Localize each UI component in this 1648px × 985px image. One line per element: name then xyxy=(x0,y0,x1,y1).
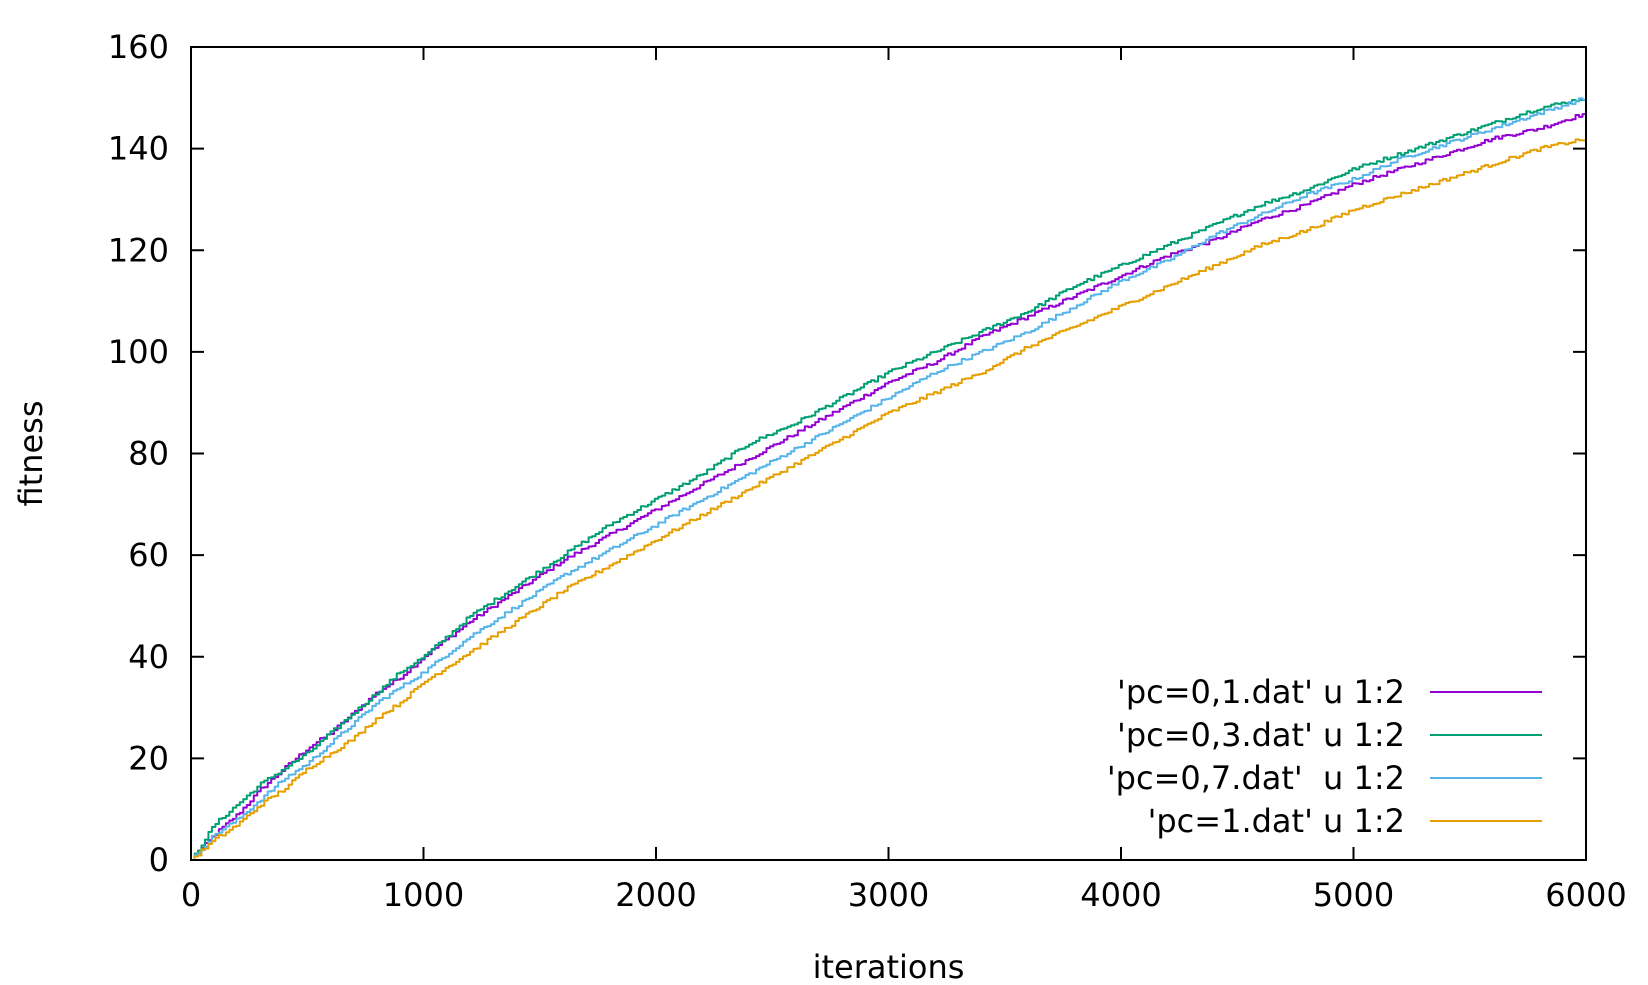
series-line-3 xyxy=(191,97,1587,861)
y-tick-label: 100 xyxy=(108,333,169,371)
y-tick-label: 60 xyxy=(128,536,169,574)
legend-label-3: 'pc=0,7.dat' u 1:2 xyxy=(1107,759,1405,797)
y-tick-label: 0 xyxy=(149,841,169,879)
axes-layer: 0 1000 2000 3000 4000 5000 6000 0 20 40 60 80 100 120… xyxy=(108,28,1627,914)
y-tick-label: 160 xyxy=(108,28,169,66)
x-tick-label: 1000 xyxy=(383,876,464,914)
series-line-2 xyxy=(191,96,1587,861)
series-line-4 xyxy=(191,136,1587,861)
x-tick-label: 6000 xyxy=(1545,876,1626,914)
y-tick-label: 80 xyxy=(128,435,169,473)
legend: 'pc=0,1.dat' u 1:2 'pc=0,3.dat' u 1:2 'pc=… xyxy=(1107,673,1542,840)
legend-label-4: 'pc=1.dat' u 1:2 xyxy=(1148,802,1405,840)
x-tick-label: 2000 xyxy=(615,876,696,914)
y-tick-label: 140 xyxy=(108,130,169,168)
legend-label-1: 'pc=0,1.dat' u 1:2 xyxy=(1117,673,1405,711)
x-axis-title: iterations xyxy=(813,948,965,985)
x-tick-label: 0 xyxy=(181,876,201,914)
y-tick-label: 120 xyxy=(108,231,169,269)
series-layer xyxy=(191,96,1587,861)
x-tick-label: 4000 xyxy=(1080,876,1161,914)
x-tick-label: 3000 xyxy=(848,876,929,914)
y-tick-label: 20 xyxy=(128,739,169,777)
x-tick-label: 5000 xyxy=(1313,876,1394,914)
y-tick-label: 40 xyxy=(128,638,169,676)
y-axis-title: fitness xyxy=(12,400,50,506)
legend-label-2: 'pc=0,3.dat' u 1:2 xyxy=(1117,716,1405,754)
